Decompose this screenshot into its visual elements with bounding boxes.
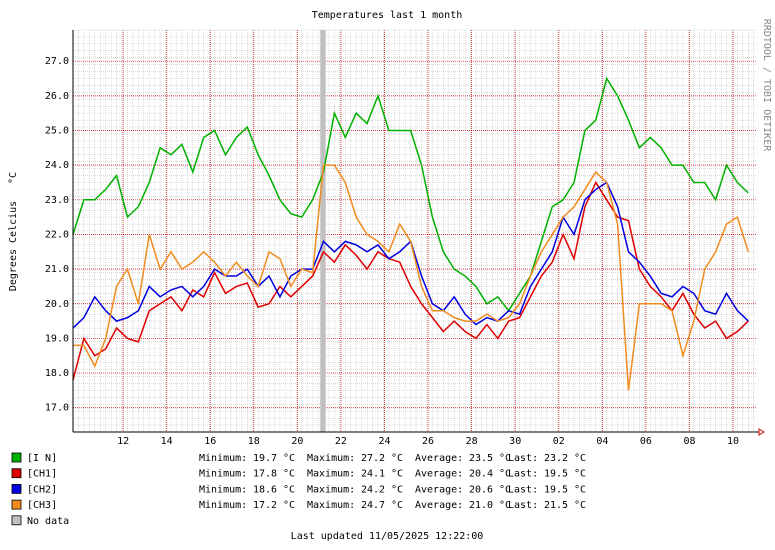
stat-label: Minimum: bbox=[199, 453, 247, 464]
stat-unit: °C bbox=[574, 469, 586, 480]
stat-label: Minimum: bbox=[199, 484, 247, 495]
stat-label: Maximum: bbox=[307, 484, 355, 495]
stat-label: Last: bbox=[508, 500, 538, 511]
stat-unit: °C bbox=[499, 500, 511, 511]
y-tick-label: 21.0 bbox=[45, 264, 69, 275]
y-tick-label: 17.0 bbox=[45, 403, 69, 414]
x-tick-label: 28 bbox=[466, 436, 478, 447]
stat-value: 20.4 bbox=[469, 469, 493, 480]
stat-value: 20.6 bbox=[469, 484, 493, 495]
stat-unit: °C bbox=[283, 500, 295, 511]
series-line bbox=[73, 164, 750, 391]
stat-value: 24.7 bbox=[361, 500, 385, 511]
x-tick-label: 18 bbox=[248, 436, 260, 447]
series-line bbox=[72, 180, 749, 381]
stat-label: Average: bbox=[415, 469, 463, 480]
axis-arrow bbox=[758, 428, 765, 436]
no-data-band bbox=[320, 30, 326, 432]
x-tick-label: 12 bbox=[117, 436, 129, 447]
stat-unit: °C bbox=[391, 484, 403, 495]
stat-label: Last: bbox=[508, 484, 538, 495]
stat-unit: °C bbox=[499, 453, 511, 464]
stat-label: Maximum: bbox=[307, 500, 355, 511]
y-tick-label: 19.0 bbox=[45, 333, 69, 344]
x-tick-label: 08 bbox=[683, 436, 695, 447]
stat-unit: °C bbox=[391, 453, 403, 464]
y-axis-unit: °C bbox=[8, 172, 19, 184]
legend-swatch bbox=[11, 515, 22, 526]
legend-swatch bbox=[11, 452, 22, 463]
y-tick-label: 25.0 bbox=[45, 126, 69, 137]
stat-unit: °C bbox=[499, 469, 511, 480]
stat-label: Minimum: bbox=[199, 469, 247, 480]
y-tick-label: 20.0 bbox=[45, 299, 69, 310]
footer: Last updated 11/05/2025 12:22:00 bbox=[291, 531, 484, 542]
x-tick-label: 22 bbox=[335, 436, 347, 447]
stat-label: Average: bbox=[415, 453, 463, 464]
stat-unit: °C bbox=[574, 453, 586, 464]
stat-unit: °C bbox=[391, 500, 403, 511]
legend-label: No data bbox=[27, 516, 69, 527]
x-tick-label: 20 bbox=[291, 436, 303, 447]
stat-label: Minimum: bbox=[199, 500, 247, 511]
x-tick-label: 16 bbox=[204, 436, 216, 447]
stat-label: Average: bbox=[415, 500, 463, 511]
y-tick-label: 24.0 bbox=[45, 160, 69, 171]
stat-value: 17.8 bbox=[253, 469, 277, 480]
legend-label: [CH3] bbox=[27, 500, 57, 511]
x-tick-label: 14 bbox=[161, 436, 173, 447]
legend-label: [I N] bbox=[27, 453, 57, 464]
stat-unit: °C bbox=[499, 484, 511, 495]
stat-value: 23.2 bbox=[544, 453, 568, 464]
stat-label: Average: bbox=[415, 484, 463, 495]
stat-value: 24.1 bbox=[361, 469, 385, 480]
stat-value: 21.0 bbox=[469, 500, 493, 511]
legend-label: [CH2] bbox=[27, 484, 57, 495]
legend-label: [CH1] bbox=[27, 469, 57, 480]
x-tick-label: 30 bbox=[509, 436, 521, 447]
stat-label: Last: bbox=[508, 469, 538, 480]
y-tick-label: 22.0 bbox=[45, 229, 69, 240]
x-tick-label: 24 bbox=[378, 436, 390, 447]
stat-unit: °C bbox=[574, 484, 586, 495]
legend-swatch bbox=[11, 499, 22, 510]
stat-value: 18.6 bbox=[253, 484, 277, 495]
y-tick-label: 18.0 bbox=[45, 368, 69, 379]
stat-value: 23.5 bbox=[469, 453, 493, 464]
stat-value: 17.2 bbox=[253, 500, 277, 511]
stat-label: Maximum: bbox=[307, 469, 355, 480]
stat-label: Last: bbox=[508, 453, 538, 464]
stat-unit: °C bbox=[283, 453, 295, 464]
stat-value: 24.2 bbox=[361, 484, 385, 495]
x-tick-label: 04 bbox=[596, 436, 608, 447]
stat-value: 19.7 bbox=[253, 453, 277, 464]
legend-swatch bbox=[11, 468, 22, 479]
stat-value: 19.5 bbox=[544, 484, 568, 495]
chart-title: Temperatures last 1 month bbox=[312, 10, 463, 21]
x-tick-label: 10 bbox=[727, 436, 739, 447]
stat-label: Maximum: bbox=[307, 453, 355, 464]
y-tick-label: 26.0 bbox=[45, 91, 69, 102]
y-axis-label: Degrees Celcius bbox=[8, 201, 19, 291]
x-tick-label: 26 bbox=[422, 436, 434, 447]
stat-value: 21.5 bbox=[544, 500, 568, 511]
watermark: RRDTOOL / TOBI OETIKER bbox=[761, 19, 772, 152]
y-tick-label: 23.0 bbox=[45, 195, 69, 206]
stat-unit: °C bbox=[574, 500, 586, 511]
legend-swatch bbox=[11, 483, 22, 494]
x-tick-label: 06 bbox=[640, 436, 652, 447]
stat-unit: °C bbox=[283, 469, 295, 480]
stat-unit: °C bbox=[283, 484, 295, 495]
stat-value: 19.5 bbox=[544, 469, 568, 480]
x-tick-label: 02 bbox=[553, 436, 565, 447]
series-line bbox=[72, 76, 749, 313]
stat-unit: °C bbox=[391, 469, 403, 480]
stat-value: 27.2 bbox=[361, 453, 385, 464]
y-tick-label: 27.0 bbox=[45, 56, 69, 67]
